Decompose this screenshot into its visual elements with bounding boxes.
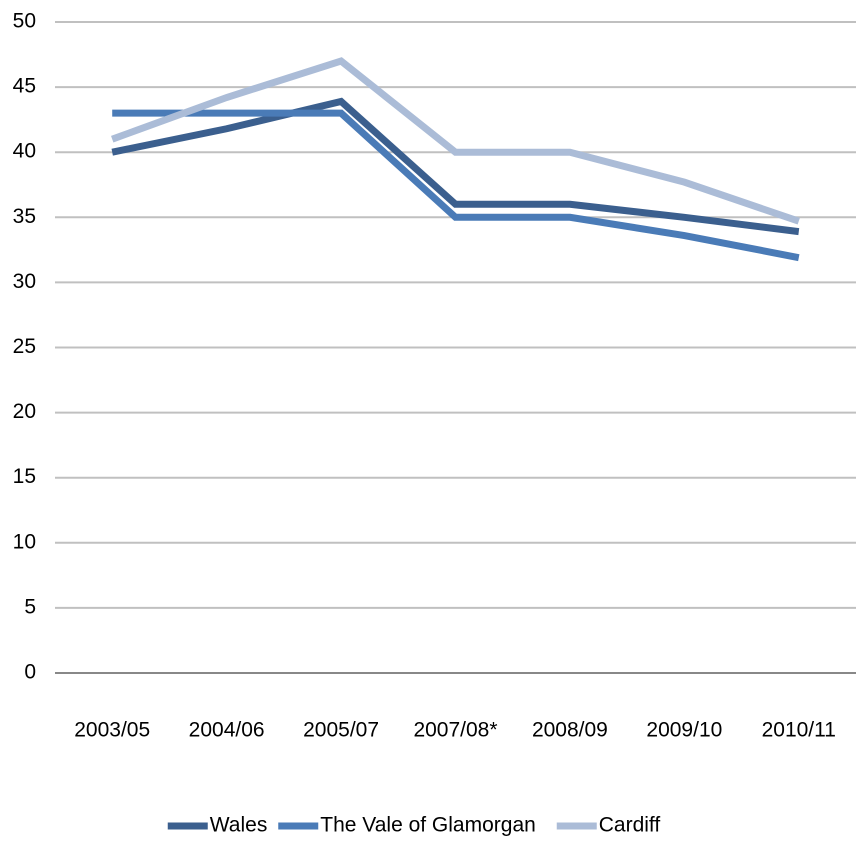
y-tick-label: 35	[13, 205, 36, 228]
y-tick-label: 20	[13, 400, 36, 423]
x-tick-label: 2009/10	[646, 719, 722, 742]
x-tick-label: 2010/11	[762, 719, 836, 742]
x-tick-label: 2008/09	[532, 719, 608, 742]
y-tick-label: 5	[24, 595, 36, 618]
legend-label: The Vale of Glamorgan	[320, 814, 536, 837]
y-tick-label: 15	[13, 465, 36, 488]
y-tick-label: 50	[13, 10, 36, 33]
y-tick-label: 0	[24, 661, 36, 684]
y-tick-label: 40	[13, 140, 36, 163]
x-tick-label: 2003/05	[74, 719, 150, 742]
x-tick-label: 2005/07	[303, 719, 379, 742]
legend-label: Wales	[210, 814, 268, 837]
x-tick-label: 2004/06	[189, 719, 265, 742]
x-tick-label: 2007/08*	[413, 719, 497, 742]
series-line	[111, 57, 800, 225]
y-tick-label: 45	[13, 75, 36, 98]
y-tick-label: 10	[13, 530, 36, 553]
legend-label: Cardiff	[599, 814, 661, 837]
series-line	[112, 109, 800, 262]
series-line	[111, 97, 800, 236]
y-tick-label: 30	[13, 270, 36, 293]
y-tick-label: 25	[13, 335, 36, 358]
